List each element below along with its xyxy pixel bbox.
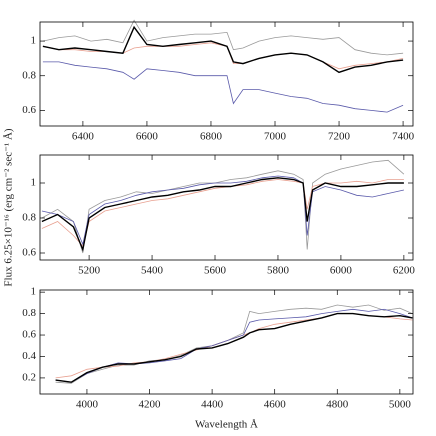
- x-tick-label: 6800: [200, 131, 223, 143]
- x-tick-label: 5800: [267, 265, 290, 277]
- x-tick-label: 7200: [328, 131, 351, 143]
- x-tick-label: 5600: [204, 265, 227, 277]
- panel-frame: [39, 21, 414, 127]
- x-tick-label: 4200: [139, 399, 162, 411]
- spectrum-line: [41, 159, 405, 254]
- spectrum-line: [55, 304, 413, 384]
- x-tick-label: 7000: [264, 131, 287, 143]
- y-tick-label: 0.6: [22, 247, 36, 259]
- y-tick-label: 0.8: [22, 307, 36, 319]
- x-tick-label: 5400: [141, 265, 164, 277]
- y-tick-label: 1: [31, 35, 37, 47]
- panel-frame: [39, 154, 414, 261]
- x-tick-label: 6400: [72, 131, 95, 143]
- spectrum-line: [55, 308, 413, 383]
- y-tick-label: 0.2: [22, 371, 36, 383]
- y-tick-label: 0.8: [22, 212, 36, 224]
- y-tick-label: 0.6: [22, 104, 36, 116]
- x-tick-label: 4800: [326, 399, 349, 411]
- spectrum-line: [55, 312, 413, 383]
- x-tick-label: 6200: [393, 265, 416, 277]
- spectrum-line: [42, 42, 404, 70]
- x-tick-label: 4600: [264, 399, 287, 411]
- y-tick-label: 0.4: [22, 350, 36, 362]
- spectrum-line: [42, 25, 404, 74]
- spectrum-line: [42, 61, 404, 113]
- y-tick-label: 0.8: [22, 69, 36, 81]
- y-tick-label: 0.6: [22, 329, 36, 341]
- spectrum-line: [55, 313, 413, 379]
- y-tick-label: 1: [31, 177, 37, 189]
- x-tick-label: 6000: [330, 265, 353, 277]
- spectrum-line: [41, 175, 404, 246]
- y-axis-label: Flux 6.25×10⁻¹⁶ (erg cm⁻² sec⁻¹ Å): [3, 128, 15, 286]
- x-tick-label: 5000: [389, 399, 412, 411]
- spectrum-line: [41, 177, 404, 252]
- x-tick-label: 5200: [78, 265, 101, 277]
- panel-frame: [39, 289, 414, 395]
- x-tick-label: 4000: [76, 399, 99, 411]
- x-tick-label: 4400: [201, 399, 224, 411]
- x-tick-label: 7400: [392, 131, 415, 143]
- spectrum-line: [42, 19, 404, 56]
- x-tick-label: 6600: [136, 131, 159, 143]
- y-tick-label: 1: [31, 286, 37, 298]
- x-axis-label: Wavelength Å: [195, 419, 258, 431]
